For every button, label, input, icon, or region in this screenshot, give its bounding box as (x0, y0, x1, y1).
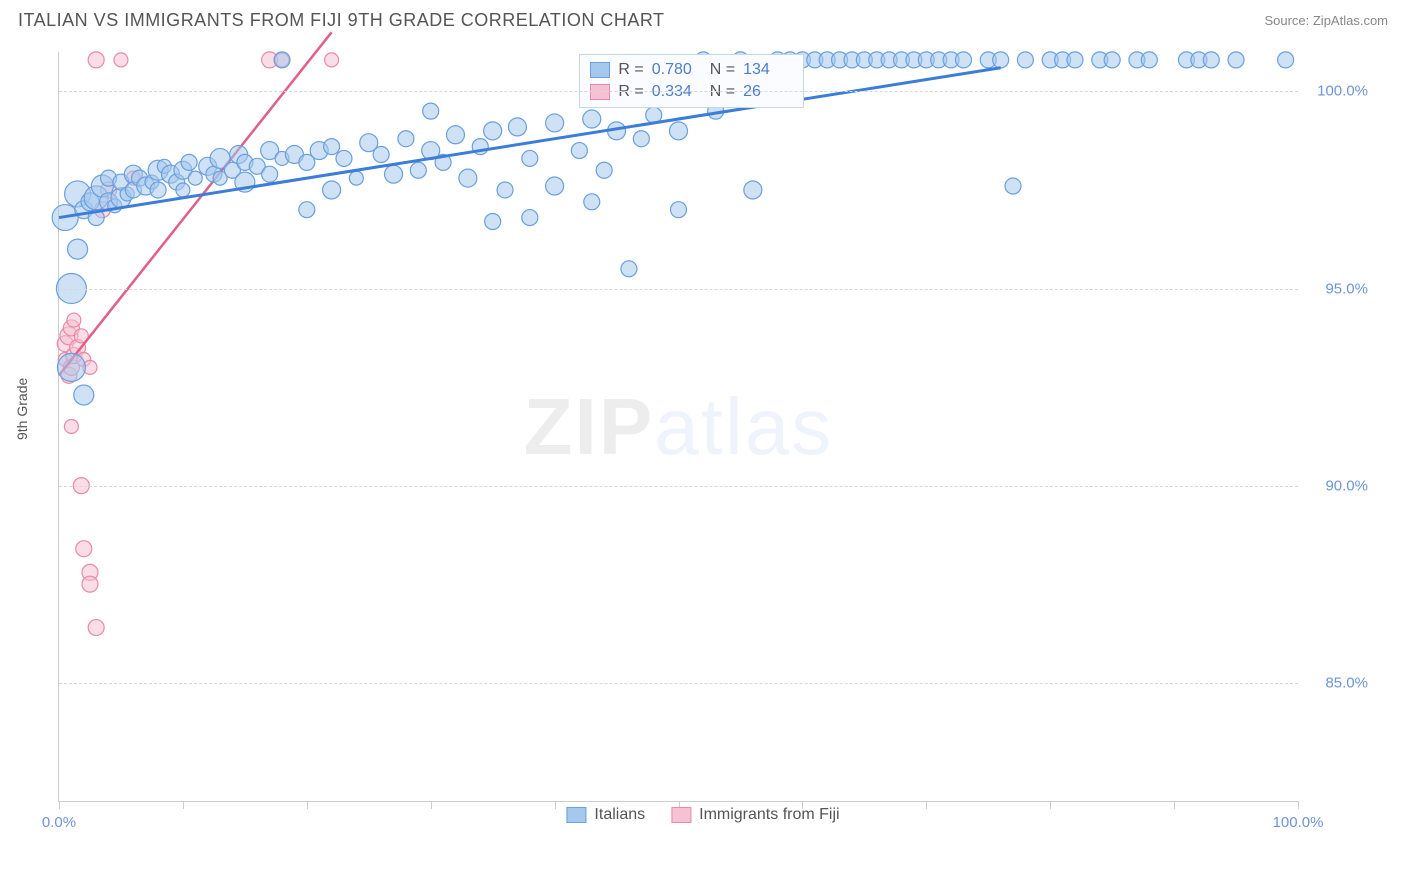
data-point (57, 353, 85, 381)
data-point (546, 177, 564, 195)
x-tick-label: 0.0% (42, 814, 76, 831)
data-point (76, 541, 92, 557)
data-point (485, 214, 501, 230)
legend-swatch-italians (590, 62, 610, 78)
data-point (1141, 52, 1157, 68)
data-point (446, 126, 464, 144)
correlation-legend: R = 0.780 N = 134 R = 0.334 N = 26 (579, 54, 804, 108)
y-tick-label: 95.0% (1325, 280, 1368, 297)
data-point (1203, 52, 1219, 68)
data-point (68, 239, 88, 259)
data-point (596, 162, 612, 178)
data-point (262, 166, 278, 182)
trend-line (59, 68, 1001, 218)
data-point (546, 114, 564, 132)
data-point (508, 118, 526, 136)
chart-source: Source: ZipAtlas.com (1264, 13, 1388, 28)
r-value-italians: 0.780 (652, 61, 702, 79)
data-point (1017, 52, 1033, 68)
data-point (150, 182, 166, 198)
scatter-svg (59, 52, 1298, 801)
data-point (522, 210, 538, 226)
data-point (181, 154, 197, 170)
x-tick-label: 100.0% (1273, 814, 1324, 831)
data-point (993, 52, 1009, 68)
chart-title: ITALIAN VS IMMIGRANTS FROM FIJI 9TH GRAD… (18, 10, 665, 31)
data-point (323, 181, 341, 199)
data-point (88, 52, 104, 68)
data-point (373, 146, 389, 162)
legend-item-italians: Italians (566, 806, 645, 824)
data-point (1005, 178, 1021, 194)
data-point (325, 53, 339, 67)
plot-area: ZIPatlas R = 0.780 N = 134 R = 0.334 N =… (58, 52, 1298, 802)
data-point (410, 162, 426, 178)
data-point (398, 131, 414, 147)
data-point (82, 576, 98, 592)
n-value-italians: 134 (743, 61, 793, 79)
x-tick (307, 801, 308, 809)
data-point (385, 165, 403, 183)
data-point (484, 122, 502, 140)
data-point (176, 183, 190, 197)
x-tick (1298, 801, 1299, 809)
legend-swatch-fiji-bottom (671, 807, 691, 823)
gridline (59, 683, 1298, 684)
data-point (1104, 52, 1120, 68)
data-point (955, 52, 971, 68)
x-tick (926, 801, 927, 809)
series-legend: Italians Immigrants from Fiji (566, 806, 839, 824)
data-point (324, 139, 340, 155)
data-point (522, 150, 538, 166)
chart-header: ITALIAN VS IMMIGRANTS FROM FIJI 9TH GRAD… (0, 0, 1406, 37)
gridline (59, 91, 1298, 92)
legend-label-fiji: Immigrants from Fiji (699, 806, 839, 824)
data-point (336, 150, 352, 166)
y-tick-label: 85.0% (1325, 674, 1368, 691)
x-tick (59, 801, 60, 809)
x-tick (555, 801, 556, 809)
data-point (670, 122, 688, 140)
gridline (59, 289, 1298, 290)
data-point (74, 385, 94, 405)
data-point (583, 110, 601, 128)
legend-label-italians: Italians (594, 806, 645, 824)
data-point (188, 171, 202, 185)
data-point (67, 313, 81, 327)
data-point (621, 261, 637, 277)
x-tick (183, 801, 184, 809)
data-point (633, 131, 649, 147)
data-point (274, 52, 290, 68)
data-point (423, 103, 439, 119)
data-point (459, 169, 477, 187)
legend-row-italians: R = 0.780 N = 134 (590, 59, 793, 81)
legend-item-fiji: Immigrants from Fiji (671, 806, 839, 824)
gridline (59, 486, 1298, 487)
y-tick-label: 90.0% (1325, 477, 1368, 494)
data-point (349, 171, 363, 185)
data-point (744, 181, 762, 199)
y-axis-label: 9th Grade (14, 378, 30, 440)
data-point (114, 53, 128, 67)
data-point (64, 420, 78, 434)
data-point (1067, 52, 1083, 68)
x-tick (431, 801, 432, 809)
data-point (1278, 52, 1294, 68)
y-tick-label: 100.0% (1317, 83, 1368, 100)
data-point (497, 182, 513, 198)
data-point (671, 202, 687, 218)
data-point (299, 202, 315, 218)
data-point (571, 143, 587, 159)
data-point (88, 620, 104, 636)
legend-swatch-italians-bottom (566, 807, 586, 823)
chart-container: 9th Grade ZIPatlas R = 0.780 N = 134 R =… (18, 48, 1388, 832)
x-tick (1174, 801, 1175, 809)
x-tick (1050, 801, 1051, 809)
data-point (584, 194, 600, 210)
data-point (1228, 52, 1244, 68)
